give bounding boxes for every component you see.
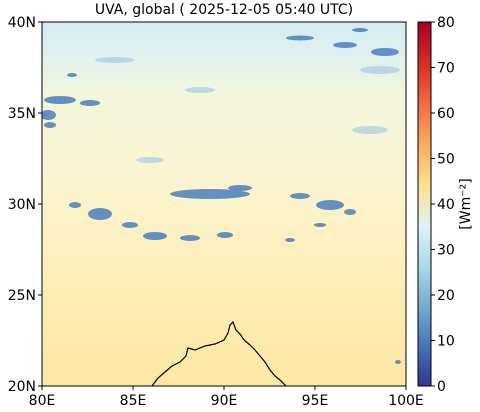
- colorbar-tick-label: 30: [437, 243, 455, 259]
- lat-tick-label: 20N: [8, 379, 36, 395]
- lat-tick-label: 30N: [8, 197, 36, 213]
- lon-tick-label: 100E: [388, 393, 424, 409]
- colorbar-tick-label: 70: [437, 61, 455, 77]
- cloud-features: [42, 28, 401, 364]
- lat-tick-label: 25N: [8, 288, 36, 304]
- lon-tick-label: 85E: [120, 393, 147, 409]
- lon-tick-label: 90E: [211, 393, 238, 409]
- colorbar-tick-label: 10: [437, 334, 455, 350]
- colorbar-tick-label: 60: [437, 106, 455, 122]
- uva-field: [42, 22, 406, 386]
- lon-tick-label: 95E: [302, 393, 329, 409]
- map-title: UVA, global ( 2025-12-05 05:40 UTC): [94, 2, 354, 18]
- colorbar: [417, 21, 432, 387]
- colorbar-tick-label: 80: [437, 15, 455, 31]
- colorbar-tick-label: 40: [437, 197, 455, 213]
- colorbar-tick-label: 50: [437, 152, 455, 168]
- lon-axis: 80E 85E 90E 95E 100E: [29, 386, 424, 409]
- coastline: [151, 320, 287, 386]
- colorbar-tick-label: 20: [437, 288, 455, 304]
- lat-axis: 20N 25N 30N 35N 40N: [8, 15, 42, 395]
- colorbar-axis: 0 10 20 30 40 50 60 70 80: [431, 15, 455, 395]
- colorbar-tick-label: 0: [437, 379, 446, 395]
- colorbar-label: [Wm⁻²]: [458, 178, 474, 229]
- lat-tick-label: 40N: [8, 15, 36, 31]
- lat-tick-label: 35N: [8, 106, 36, 122]
- lon-tick-label: 80E: [29, 393, 56, 409]
